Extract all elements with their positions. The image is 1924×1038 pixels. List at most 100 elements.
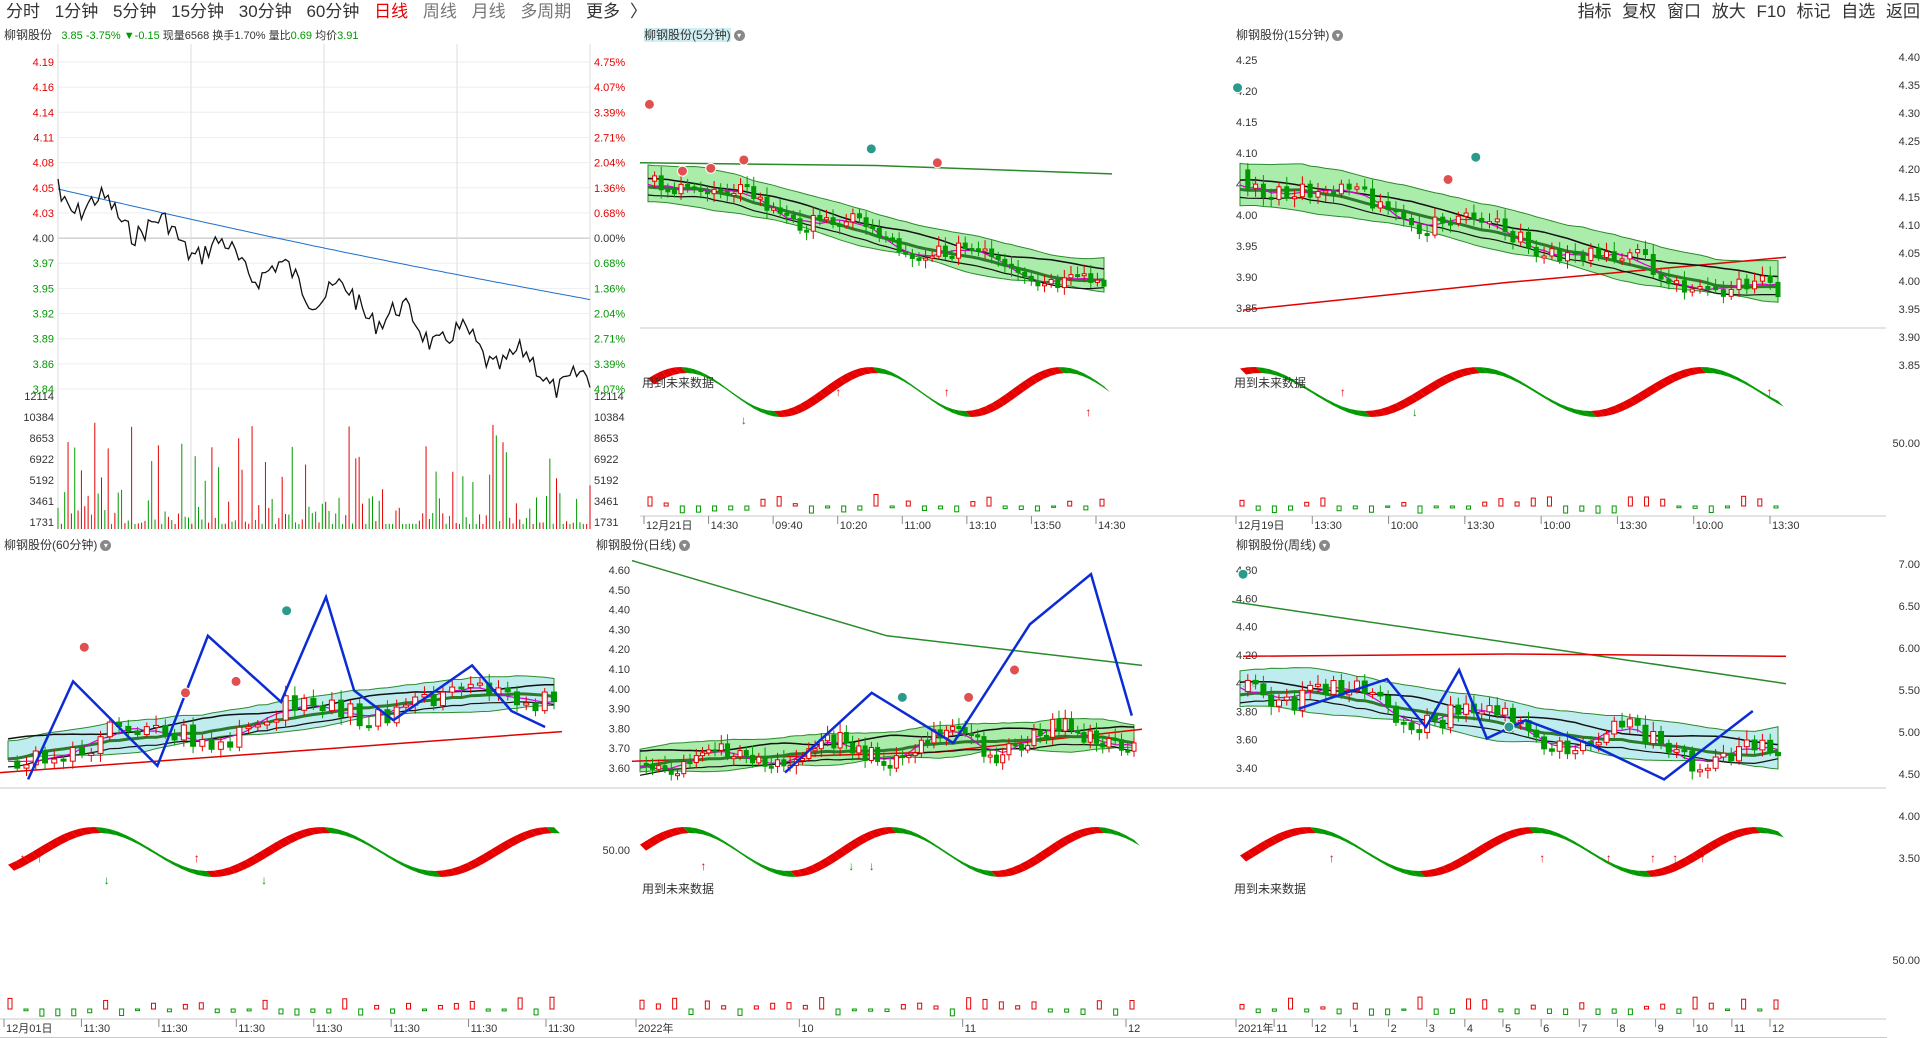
signal-arrow: ↑ — [944, 385, 950, 399]
tab-30min[interactable]: 30分钟 — [238, 2, 292, 21]
candle-body — [1401, 211, 1407, 219]
candle-body — [1619, 258, 1625, 262]
ma-line-black — [647, 177, 1105, 270]
adjust-button[interactable]: 复权 — [1622, 2, 1657, 21]
oscillator-segment — [1333, 402, 1348, 413]
oscillator-segment — [1567, 837, 1582, 848]
candle-body — [245, 726, 252, 730]
indicator-bar — [1083, 505, 1089, 511]
signal-marker — [963, 691, 975, 703]
oscillator-segment — [324, 827, 339, 834]
m5-panel[interactable]: 柳钢股份(5分钟) ▾ 用到未来数据 ↓ ↑ ↑ ↑ 12月21日 14:30 09:40 10… — [640, 24, 1233, 535]
weekly-panel[interactable]: 柳钢股份(周线)▾ 用到未来数据 4.804.604.404.204.003.8… — [1232, 534, 1887, 1038]
oscillator-segment — [1598, 856, 1613, 867]
window-button[interactable]: 窗口 — [1667, 2, 1702, 21]
oscillator-segment — [1388, 863, 1402, 873]
oscillator-segment — [932, 399, 945, 409]
indicator-button[interactable]: 指标 — [1577, 2, 1612, 21]
chevron-down-icon[interactable]: ▾ — [1319, 540, 1330, 552]
oscillator-segment — [1395, 866, 1410, 876]
time-label: 10:00 — [1696, 520, 1724, 532]
oscillator-segment — [983, 870, 997, 877]
candle-body — [868, 747, 874, 762]
back-button[interactable]: 返回 — [1886, 2, 1920, 21]
time-label: 13:50 — [1033, 520, 1061, 532]
oscillator-segment — [813, 391, 826, 402]
oscillator-segment — [197, 870, 212, 877]
oscillator-segment — [1458, 368, 1473, 377]
volume-tick: 12114 — [24, 391, 54, 403]
intraday-panel[interactable]: 柳钢股份 3.85 -3.75% ▼-0.15 现量6568 换手1.70% 量… — [0, 24, 641, 535]
candle-body — [875, 747, 881, 763]
tab-multi-period[interactable]: 多周期 — [520, 2, 572, 21]
chevron-down-icon[interactable]: ▾ — [733, 30, 745, 42]
oscillator-segment — [1512, 377, 1527, 388]
oscillator-segment — [1590, 410, 1605, 417]
candle-body — [876, 227, 882, 238]
time-label: 13:30 — [1772, 520, 1800, 532]
candle-body — [1463, 212, 1469, 217]
candle-body — [929, 255, 935, 259]
ma-line-black — [1239, 196, 1778, 296]
indicator-bar — [310, 1008, 316, 1013]
outer-tick: 50.00 — [1892, 955, 1920, 967]
avg-price-line — [57, 188, 591, 301]
tab-more[interactable]: 更多〉 — [586, 2, 657, 21]
tab-weekly[interactable]: 周线 — [422, 2, 457, 21]
candle-body — [883, 236, 889, 240]
chevron-down-icon[interactable]: ▾ — [679, 540, 690, 552]
oscillator-segment — [859, 367, 873, 375]
oscillator-segment — [1575, 841, 1590, 853]
tab-15min[interactable]: 15分钟 — [171, 2, 225, 21]
m60-panel[interactable]: 柳钢股份(60分钟) ▾ ↑ ↑ ↓ ↑ ↓ 12月01日 11:30 11:30 11:30 11… — [0, 534, 593, 1038]
m15-panel[interactable]: 柳钢股份(15分钟)▾ 用到未来数据 4.254.204.154.104.054… — [1232, 24, 1887, 535]
oscillator-segment — [876, 827, 890, 836]
oscillator-segment — [1629, 393, 1644, 405]
candle-body — [1100, 742, 1106, 748]
zigzag-line — [26, 593, 546, 780]
indicator-bar — [679, 505, 685, 514]
watchlist-button[interactable]: 自选 — [1841, 2, 1876, 21]
indicator-bar — [1401, 502, 1407, 507]
candle-body — [968, 733, 974, 737]
candle-body — [1424, 233, 1430, 237]
f10-button[interactable]: F10 — [1756, 2, 1786, 21]
tab-monthly[interactable]: 月线 — [471, 2, 506, 21]
time-label: 6 — [1543, 1023, 1549, 1035]
tab-daily[interactable]: 日线 — [374, 2, 409, 21]
tab-1min[interactable]: 1分钟 — [54, 2, 99, 21]
chevron-down-icon[interactable]: ▾ — [1332, 30, 1344, 42]
tab-60min[interactable]: 60分钟 — [306, 2, 360, 21]
candle-body — [1572, 252, 1578, 256]
signal-marker — [1503, 721, 1515, 733]
candle-body — [712, 749, 718, 753]
tab-timeshare[interactable]: 分时 — [6, 2, 40, 21]
oscillator-segment — [654, 371, 668, 381]
indicator-bar — [182, 1003, 188, 1010]
indicator-bar — [1563, 1008, 1569, 1016]
oscillator-segment — [847, 839, 861, 850]
candle-body — [1463, 703, 1470, 715]
oscillator-segment — [1473, 367, 1488, 374]
m15-header: 柳钢股份(15分钟) ▾ — [1236, 26, 1344, 43]
signal-arrow: ↓ — [848, 859, 854, 873]
tab-5min[interactable]: 5分钟 — [112, 2, 157, 21]
daily-panel[interactable]: 柳钢股份(日线) ▾ 用到未来数据 4.60 4.50 4.40 4.30 4.20 4.1… — [592, 534, 1233, 1038]
mark-button[interactable]: 标记 — [1796, 2, 1831, 21]
candle-body — [227, 741, 234, 748]
oscillator-segment — [1762, 827, 1777, 835]
candle-body — [1330, 680, 1337, 695]
candle-body — [1260, 183, 1266, 198]
candle-body — [1634, 718, 1641, 726]
price-tick: 4.20 — [609, 644, 630, 656]
price-tick: 3.90 — [1236, 272, 1257, 284]
candle-body — [762, 756, 768, 767]
oscillator-segment — [419, 869, 434, 877]
chevron-down-icon[interactable]: ▾ — [100, 540, 112, 552]
candle-body — [1338, 183, 1344, 195]
zoom-button[interactable]: 放大 — [1711, 2, 1746, 21]
oscillator-segment — [1676, 857, 1691, 868]
m5-title: 柳钢股份(5分钟) — [644, 28, 731, 42]
oscillator-segment — [826, 853, 840, 864]
outer-tick: 3.95 — [1898, 304, 1920, 316]
